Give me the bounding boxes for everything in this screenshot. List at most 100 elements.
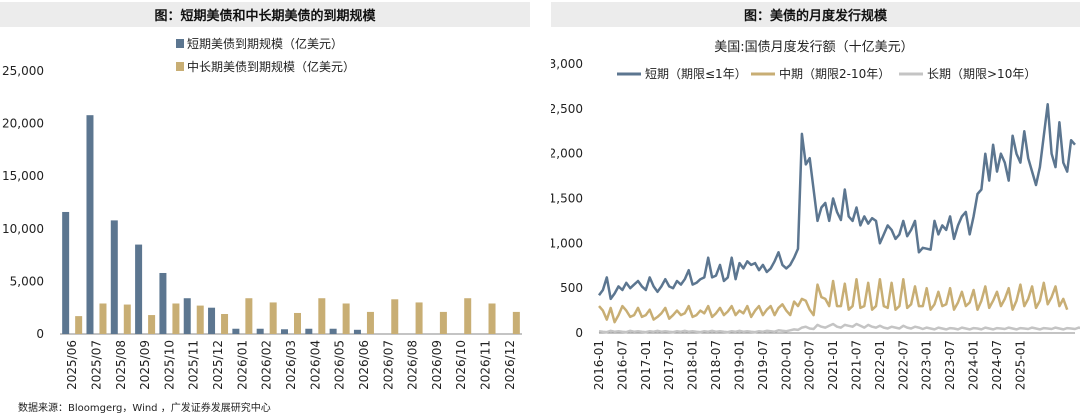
x-tick-label: 2022-01: [873, 340, 887, 390]
mid-long-term-bar: [294, 312, 301, 334]
y-tick-label: 15,000: [2, 169, 44, 183]
legend-label-short: 短期（期限≤1年）: [645, 67, 747, 81]
mid-long-term-bar: [75, 316, 83, 334]
x-category-label: 2025/08: [114, 340, 128, 390]
short-term-bar: [110, 220, 118, 334]
maturity-bar-chart: 0 5,000 10,000 15,000 20,000 25,000 2025/06 202…: [2, 36, 522, 390]
x-category-label: 2025/07: [89, 340, 103, 390]
x-tick-label: 2016-07: [615, 340, 629, 390]
x-tick-label: 2023-01: [920, 340, 934, 390]
x-tick-label: 2020-01: [779, 340, 793, 390]
legend-swatch-short: [176, 39, 184, 48]
mid-long-term-bar: [488, 303, 496, 334]
y-tick-label: 25,000: [2, 64, 44, 78]
x-category-label: 2025/12: [211, 340, 225, 390]
mid-long-term-bar: [391, 299, 399, 334]
mid-long-term-bar: [99, 303, 107, 334]
mid-long-term-bar: [245, 298, 253, 334]
y-tick-label: 3,000: [551, 57, 583, 71]
x-tick-label: 2021-01: [826, 340, 840, 390]
x-category-label: 2026/12: [503, 340, 517, 390]
x-tick-label: 2018-01: [686, 340, 700, 390]
left-panel-title: 图：短期美债和中长期美债的到期规模: [0, 2, 530, 27]
mid-long-term-bar: [464, 298, 472, 334]
short-term-bar: [159, 272, 167, 334]
legend-label-mid: 中期（期限2-10年）: [779, 66, 890, 81]
mid-long-term-bar: [123, 304, 131, 334]
short-term-bar: [256, 328, 264, 334]
short-term-bar: [208, 307, 216, 334]
y-tick-label: 2,000: [551, 147, 583, 161]
y-tick-label: 1,500: [551, 192, 583, 206]
issuance-line-chart: 美国:国债月度发行额（十亿美元） 0 500 1,000 1,500 2,000 2,500…: [551, 39, 1080, 390]
y-tick-label: 1,000: [551, 236, 583, 250]
x-tick-label: 2019-07: [756, 340, 770, 390]
legend-label-long: 长期（期限>10年）: [927, 67, 1036, 81]
x-tick-label: 2021-07: [850, 340, 864, 390]
x-tick-label: 2020-07: [803, 340, 817, 390]
mid-long-term-bar: [221, 314, 229, 334]
x-tick-label: 2017-01: [639, 340, 653, 390]
x-category-label: 2025/10: [162, 340, 176, 390]
x-category-label: 2026/04: [308, 340, 322, 390]
x-tick-label: 2022-07: [896, 340, 910, 390]
long-term-line: [598, 322, 1080, 334]
mid-long-term-bar: [439, 311, 447, 334]
x-category-label: 2026/05: [333, 340, 347, 390]
short-term-bar: [305, 328, 313, 334]
x-category-label: 2026/06: [357, 340, 371, 390]
legend-swatch-mid-long: [176, 62, 184, 71]
short-term-bar: [281, 329, 288, 334]
x-category-label: 2026/02: [260, 340, 274, 390]
legend-label-short: 短期美债到期规模（亿美元）: [187, 36, 343, 51]
short-term-bar: [232, 328, 240, 334]
mid-long-term-bar: [342, 303, 350, 334]
x-category-label: 2025/06: [65, 340, 79, 390]
y-tick-label: 5,000: [10, 274, 44, 288]
short-term-bar: [62, 211, 70, 334]
x-category-label: 2025/09: [138, 340, 152, 390]
legend-label-mid-long: 中长期美债到期规模（亿美元）: [187, 59, 355, 74]
y-tick-label: 2,500: [551, 102, 583, 116]
x-category-label: 2026/07: [381, 340, 395, 390]
mid-long-term-bar: [148, 315, 156, 334]
y-tick-label: 500: [560, 281, 583, 295]
mid-long-term-bar: [366, 311, 374, 334]
x-tick-label: 2017-07: [662, 340, 676, 390]
mid-long-term-bar: [172, 303, 180, 334]
short-term-bar: [353, 329, 361, 334]
x-tick-label: 2023-07: [943, 340, 957, 390]
x-tick-label: 2025-01: [1013, 340, 1027, 390]
short-term-bar: [135, 244, 143, 334]
x-tick-label: 2018-07: [709, 340, 723, 390]
maturity-chart-panel: 图：短期美债和中长期美债的到期规模 0 5,000 10,000 15,000 20,0…: [0, 0, 530, 395]
x-tick-label: 2024-01: [967, 340, 981, 390]
x-category-label: 2025/11: [187, 340, 201, 390]
x-tick-label: 2024-07: [990, 340, 1004, 390]
x-category-label: 2026/09: [430, 340, 444, 390]
issuance-chart-panel: 图：美债的月度发行规模 美国:国债月度发行额（十亿美元） 0 500 1,000 1,5…: [551, 0, 1080, 395]
short-term-line: [597, 103, 1076, 301]
short-term-bar: [86, 115, 94, 335]
line-chart-title: 美国:国债月度发行额（十亿美元）: [714, 39, 913, 55]
x-category-label: 2026/08: [406, 340, 420, 390]
short-term-bar: [329, 328, 337, 334]
right-panel-title: 图：美债的月度发行规模: [551, 2, 1080, 27]
mid-long-term-bar: [415, 302, 423, 334]
x-category-label: 2026/03: [284, 340, 298, 390]
mid-long-term-bar: [196, 305, 204, 334]
source-note: 数据来源：Bloomgerg，Wind ，广发证券发展研究中心: [18, 403, 271, 414]
y-tick-label: 0: [575, 326, 583, 340]
mid-long-term-bar: [512, 311, 520, 334]
mid-term-line: [598, 277, 1069, 324]
x-category-label: 2026/10: [454, 340, 468, 390]
x-category-label: 2026/01: [235, 340, 249, 390]
x-tick-label: 2016-01: [592, 340, 606, 390]
mid-long-term-bar: [269, 302, 277, 334]
mid-long-term-bar: [318, 298, 326, 334]
y-tick-label: 20,000: [2, 117, 44, 131]
x-category-label: 2026/11: [479, 340, 493, 390]
x-tick-label: 2019-01: [732, 340, 746, 390]
y-tick-label: 0: [36, 327, 44, 341]
short-term-bar: [183, 298, 191, 334]
